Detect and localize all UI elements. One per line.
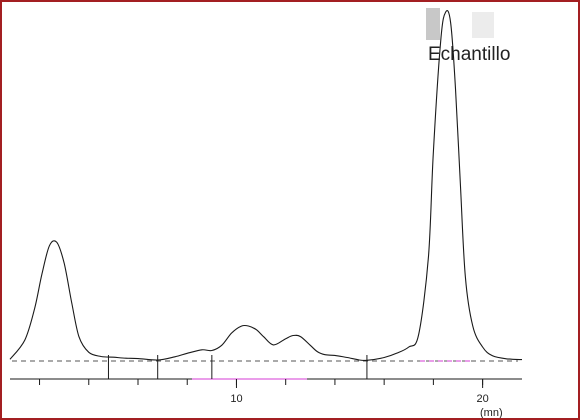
sample-annotation: Echantillo <box>428 44 510 65</box>
x-axis-tick-label: 10 <box>230 393 242 405</box>
chromatogram-trace <box>9 10 523 362</box>
scan-artifact-block <box>426 8 440 40</box>
x-axis-tick-label: 20 <box>476 393 488 405</box>
scan-artifact-block-light <box>472 12 494 38</box>
x-axis-label: (mn) <box>480 407 503 418</box>
